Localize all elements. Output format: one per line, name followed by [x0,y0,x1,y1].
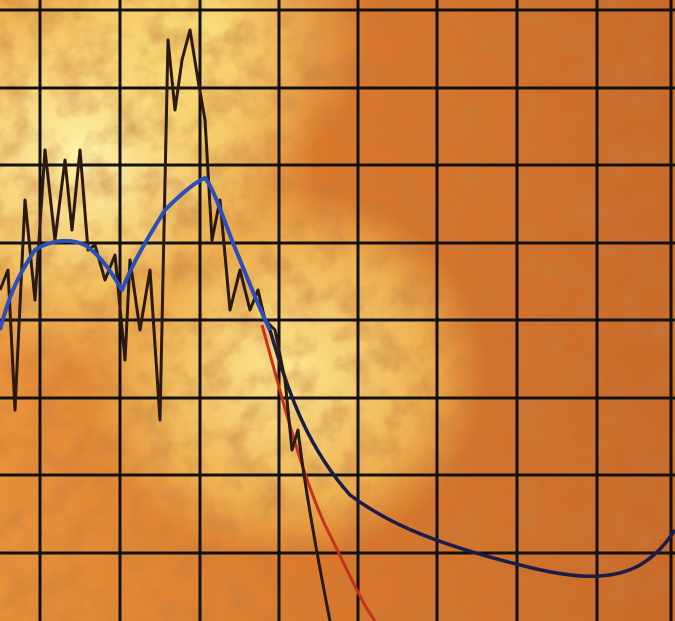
black-curve [0,28,332,621]
navy-curve [268,329,675,578]
blue-curve [0,176,272,331]
red-curve [260,324,377,621]
